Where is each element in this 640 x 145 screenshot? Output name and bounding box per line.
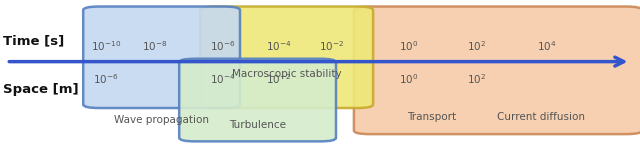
Text: $10^{2}$: $10^{2}$ (467, 39, 486, 53)
Text: $10^{0}$: $10^{0}$ (399, 72, 418, 86)
Text: Transport: Transport (408, 112, 456, 122)
Text: $10^{-6}$: $10^{-6}$ (210, 39, 236, 53)
Text: $10^{-6}$: $10^{-6}$ (93, 72, 118, 86)
FancyBboxPatch shape (200, 7, 373, 108)
Text: Current diffusion: Current diffusion (497, 112, 585, 122)
Text: $10^{-2}$: $10^{-2}$ (266, 72, 291, 86)
Text: Time [s]: Time [s] (3, 34, 65, 47)
Text: $10^{-4}$: $10^{-4}$ (266, 39, 291, 53)
Text: Space [m]: Space [m] (3, 83, 79, 96)
Text: Macroscopic stability: Macroscopic stability (232, 69, 342, 79)
Text: $10^{4}$: $10^{4}$ (538, 39, 557, 53)
Text: $10^{-2}$: $10^{-2}$ (319, 39, 344, 53)
Text: Turbulence: Turbulence (228, 120, 286, 130)
FancyBboxPatch shape (83, 7, 240, 108)
Text: $10^{2}$: $10^{2}$ (467, 72, 486, 86)
FancyBboxPatch shape (179, 59, 336, 141)
Text: $10^{0}$: $10^{0}$ (399, 39, 418, 53)
Text: $10^{-4}$: $10^{-4}$ (210, 72, 236, 86)
Text: $10^{-8}$: $10^{-8}$ (142, 39, 168, 53)
Text: Wave propagation: Wave propagation (114, 115, 209, 125)
FancyBboxPatch shape (354, 7, 640, 134)
Text: $10^{-10}$: $10^{-10}$ (90, 39, 121, 53)
